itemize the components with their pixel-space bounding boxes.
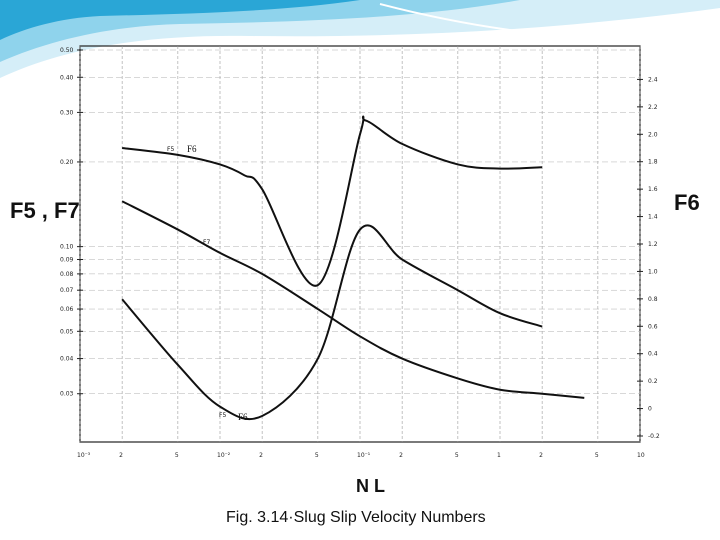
x-tick-label: 10⁻¹ [357, 452, 371, 459]
x-tick-label: 5 [175, 452, 179, 459]
y-right-tick-label: 1.0 [648, 268, 658, 275]
y-left-tick-label: 0.03 [60, 391, 74, 398]
x-tick-label: 10 [637, 452, 645, 459]
y-left-tick-label: 0.07 [60, 287, 74, 294]
x-tick-label: 2 [399, 452, 403, 459]
y-left-tick-label: 0.40 [60, 74, 74, 81]
x-tick-label: 10⁻² [217, 452, 231, 459]
y-left-tick-label: 0.10 [60, 244, 74, 251]
y-left-tick-label: 0.06 [60, 306, 74, 313]
y-left-tick-label: 0.04 [60, 356, 74, 363]
y-right-tick-label: 1.6 [648, 186, 658, 193]
y-right-tick-label: 0.6 [648, 323, 658, 330]
y-left-tick-label: 0.05 [60, 328, 74, 335]
header-swoosh [0, 0, 720, 78]
series-curves [121, 115, 585, 421]
y-right-tick-label: 0.4 [648, 351, 658, 358]
curve-label-f6-bottom: F6 [238, 412, 248, 422]
y-right-tick-label: 2.4 [648, 76, 658, 83]
y-right-tick-label: 2.2 [648, 104, 658, 111]
x-tick-label: 5 [315, 452, 319, 459]
y-right-tick-label: 1.2 [648, 241, 658, 248]
y-left-tick-label: 0.20 [60, 159, 74, 166]
x-tick-label: 5 [595, 452, 599, 459]
y-left-tick-label: 0.30 [60, 109, 74, 116]
x-tick-label: 1 [497, 452, 501, 459]
y-right-tick-label: 0.8 [648, 296, 658, 303]
x-axis-ticks: 10⁻³ 2 5 10⁻² 2 5 10⁻¹ 2 5 1 2 5 10 [77, 452, 645, 459]
y-left-tick-label: 0.09 [60, 257, 74, 264]
x-tick-label: 5 [455, 452, 459, 459]
x-tick-label: 2 [259, 452, 263, 459]
y-axis-left-label: F5 , F7 [10, 198, 80, 223]
y-right-tick-label: 0.2 [648, 378, 658, 385]
x-tick-label: 2 [119, 452, 123, 459]
y-left-tick-label: 0.50 [60, 47, 74, 54]
x-tick-label: 2 [539, 452, 543, 459]
figure-caption: Fig. 3.14·Slug Slip Velocity Numbers [226, 509, 486, 526]
y-axis-right-ticks: 2.4 2.2 2.0 1.8 1.6 1.4 1.2 1.0 0.8 0.6 0.4 0.2 0 -0.… [637, 76, 660, 440]
y-axis-left-ticks: 0.50 0.40 0.30 0.20 0.10 0.09 0.08 0.07 0.06 0.05… [60, 47, 83, 398]
y-left-tick-label: 0.08 [60, 271, 74, 278]
y-right-tick-label: 1.4 [648, 214, 658, 221]
curve-label-f5-bottom: F5 [219, 412, 226, 419]
swoosh-dark [0, 0, 360, 40]
curve-label-f6-top: F6 [187, 144, 197, 154]
x-axis-label: N L [356, 476, 385, 496]
y-right-tick-label: 1.8 [648, 159, 658, 166]
y-axis-right-label: F6 [674, 190, 700, 215]
y-right-tick-label: 2.0 [648, 131, 658, 138]
curve-label-f5-top: F5 [167, 146, 174, 153]
y-right-tick-label: -0.2 [648, 433, 660, 440]
series-f5-line [121, 224, 543, 421]
gridlines [79, 46, 641, 442]
series-f6-line [122, 115, 543, 287]
series-f7-line [121, 200, 585, 399]
swoosh-line [379, 3, 720, 45]
swoosh-mid [0, 0, 520, 62]
y-right-tick-label: 0 [648, 406, 652, 413]
x-tick-label: 10⁻³ [77, 452, 91, 459]
curve-label-f7: F7 [203, 239, 210, 246]
